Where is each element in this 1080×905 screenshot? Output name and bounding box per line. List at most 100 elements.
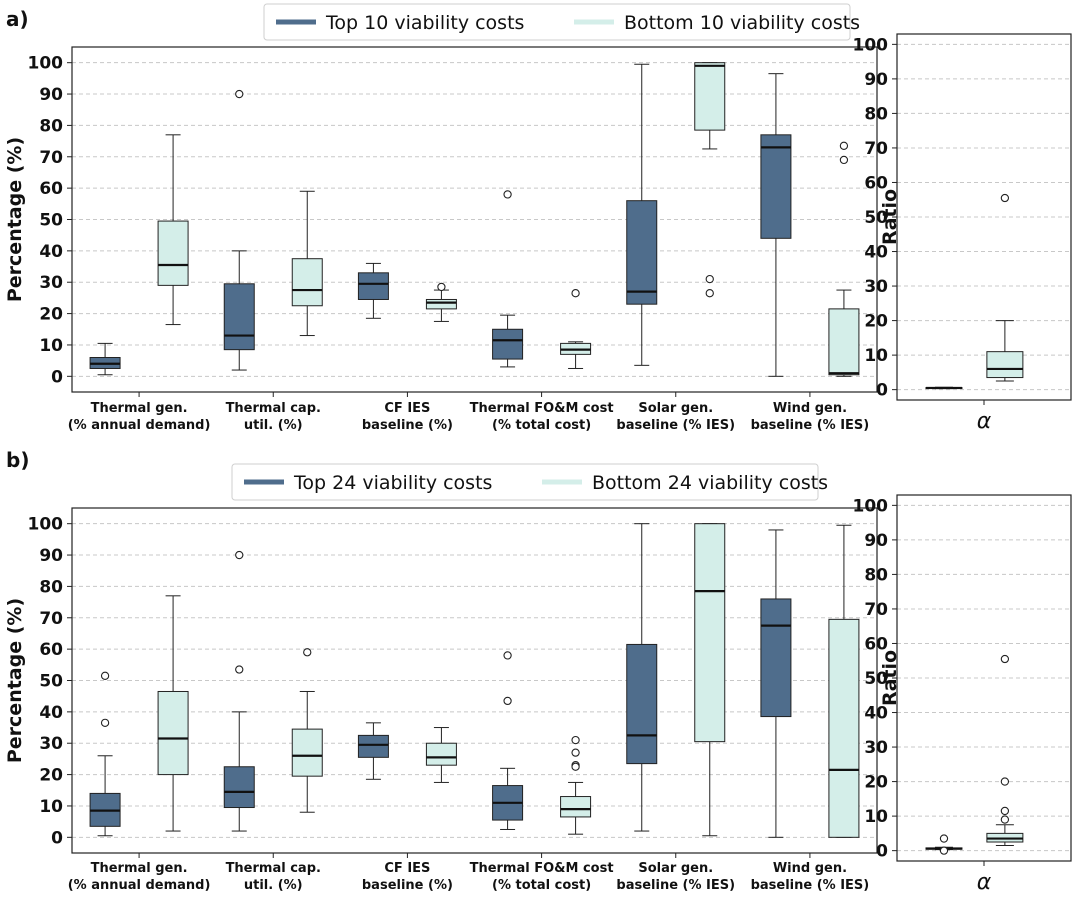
- ratio-box-top: [925, 834, 963, 855]
- box-body: [291, 258, 323, 307]
- x-tick-label-line: baseline (%): [362, 878, 453, 893]
- x-tick-label-line: Solar gen.: [638, 861, 713, 876]
- x-tick-label-line: baseline (% IES): [616, 878, 735, 893]
- y-tick-label: 40: [39, 703, 63, 723]
- x-tick-label-line: baseline (%): [362, 418, 453, 433]
- y-tick-label: 80: [39, 577, 63, 597]
- y-tick-label: 70: [864, 600, 888, 620]
- x-tick-label: Thermal FO&M cost (% total cost): [470, 861, 614, 893]
- x-tick-label-line: (% total cost): [492, 878, 591, 893]
- y-tick-label: 60: [864, 634, 888, 654]
- y-tick-label: 70: [39, 609, 63, 629]
- y-tick-label: 20: [864, 773, 888, 793]
- box-body: [694, 523, 726, 743]
- outlier-point: [235, 89, 244, 99]
- y-tick-label: 40: [864, 704, 888, 724]
- y-tick-label: 50: [864, 208, 888, 228]
- y-tick-label: 80: [864, 104, 888, 124]
- y-axis-label: Percentage (%): [4, 137, 26, 302]
- y-tick-label: 60: [39, 179, 63, 199]
- box-body: [492, 328, 524, 360]
- plot-frame: [71, 46, 878, 393]
- y-tick-label: 0: [876, 842, 888, 862]
- x-tick-label-line: Thermal FO&M cost: [470, 401, 614, 416]
- x-tick-label-line: Thermal cap.: [226, 401, 321, 416]
- box-top-2: [223, 89, 255, 371]
- x-tick-label: Wind gen. baseline (% IES): [751, 861, 870, 893]
- outlier-point: [571, 735, 580, 745]
- x-tick-label: Thermal gen. (% annual demand): [68, 401, 211, 433]
- outlier-point: [705, 274, 714, 284]
- y-tick-label: 60: [864, 173, 888, 193]
- outlier-point: [303, 648, 312, 657]
- y-tick-label: 90: [864, 531, 888, 551]
- legend-label-bottom: Bottom 10 viability costs: [624, 12, 860, 34]
- y-tick-label: 70: [864, 139, 888, 159]
- box-body: [760, 598, 792, 718]
- x-axis-label: α: [977, 870, 992, 895]
- chart-panel-2: 0 10 20 30 40 50 60 70 80 90 100 Ratio α: [853, 33, 1072, 434]
- outlier-point: [939, 834, 949, 843]
- box-bottom-6: [828, 524, 860, 838]
- chart-panel-3: b) 0 10 20 30 40 50 60 70 80 90 100 Percentage (%) Th…: [4, 448, 878, 893]
- x-tick-label-line: util. (%): [244, 418, 303, 433]
- legend-label-top: Top 24 viability costs: [293, 472, 492, 494]
- legend-frame: [231, 463, 819, 501]
- y-tick-label: 50: [39, 672, 63, 692]
- x-tick-label: Wind gen. baseline (% IES): [751, 401, 870, 433]
- outlier-point: [839, 141, 849, 150]
- outlier-point: [437, 282, 446, 292]
- x-tick-label-line: Thermal gen.: [91, 401, 188, 416]
- x-tick-label-line: Wind gen.: [773, 861, 847, 876]
- box-bottom-5: [694, 62, 726, 298]
- y-tick-label: 40: [864, 243, 888, 263]
- outlier-point: [1000, 654, 1010, 664]
- outlier-point: [235, 665, 244, 674]
- box-body: [357, 272, 389, 300]
- box-bottom-2: [291, 648, 323, 813]
- legend-frame: [263, 3, 851, 41]
- box-body: [425, 298, 457, 310]
- box-body: [828, 308, 860, 376]
- outlier-point: [503, 696, 512, 706]
- box-body: [986, 351, 1024, 379]
- y-tick-label: 0: [876, 381, 888, 401]
- y-tick-label: 10: [864, 346, 888, 366]
- x-tick-label-line: Wind gen.: [773, 401, 847, 416]
- box-top-1: [89, 671, 121, 837]
- y-tick-label: 70: [39, 148, 63, 168]
- x-tick-label: CF IES baseline (%): [362, 861, 453, 893]
- outlier-point: [1000, 806, 1010, 816]
- box-top-4: [492, 190, 524, 368]
- x-tick-label-line: Thermal cap.: [226, 861, 321, 876]
- x-tick-label-line: baseline (% IES): [751, 418, 870, 433]
- box-body: [157, 690, 189, 776]
- box-bottom-5: [694, 523, 726, 837]
- y-axis-label: Ratio: [879, 189, 901, 245]
- outlier-point: [1000, 777, 1010, 786]
- legend: Top 24 viability costs Bottom 24 viabilit…: [231, 463, 828, 501]
- y-tick-label: 80: [864, 565, 888, 585]
- ratio-box-bottom: [986, 654, 1024, 846]
- box-bottom-6: [828, 141, 860, 377]
- y-tick-label: 30: [864, 277, 888, 297]
- ratio-box-bottom: [986, 193, 1024, 382]
- legend-label-top: Top 10 viability costs: [325, 12, 524, 34]
- chart-panel-1: a) 0 10 20 30 40 50 60 70 80 90 100 Percentage (%) Th…: [4, 3, 878, 433]
- box-top-6: [760, 529, 792, 838]
- box-body: [760, 134, 792, 239]
- box-top-6: [760, 73, 792, 377]
- y-tick-label: 100: [28, 54, 64, 74]
- y-tick-label: 30: [864, 738, 888, 758]
- box-top-4: [492, 651, 524, 830]
- panel-label: b): [6, 448, 29, 472]
- y-tick-label: 90: [864, 70, 888, 90]
- x-tick-label: Thermal cap. util. (%): [226, 861, 321, 893]
- y-tick-label: 80: [39, 116, 63, 136]
- box-body: [626, 200, 658, 305]
- x-axis-label: α: [977, 409, 992, 434]
- outlier-point: [705, 289, 714, 298]
- box-top-5: [626, 523, 658, 832]
- y-tick-label: 100: [853, 496, 889, 516]
- x-tick-label-line: baseline (% IES): [616, 418, 735, 433]
